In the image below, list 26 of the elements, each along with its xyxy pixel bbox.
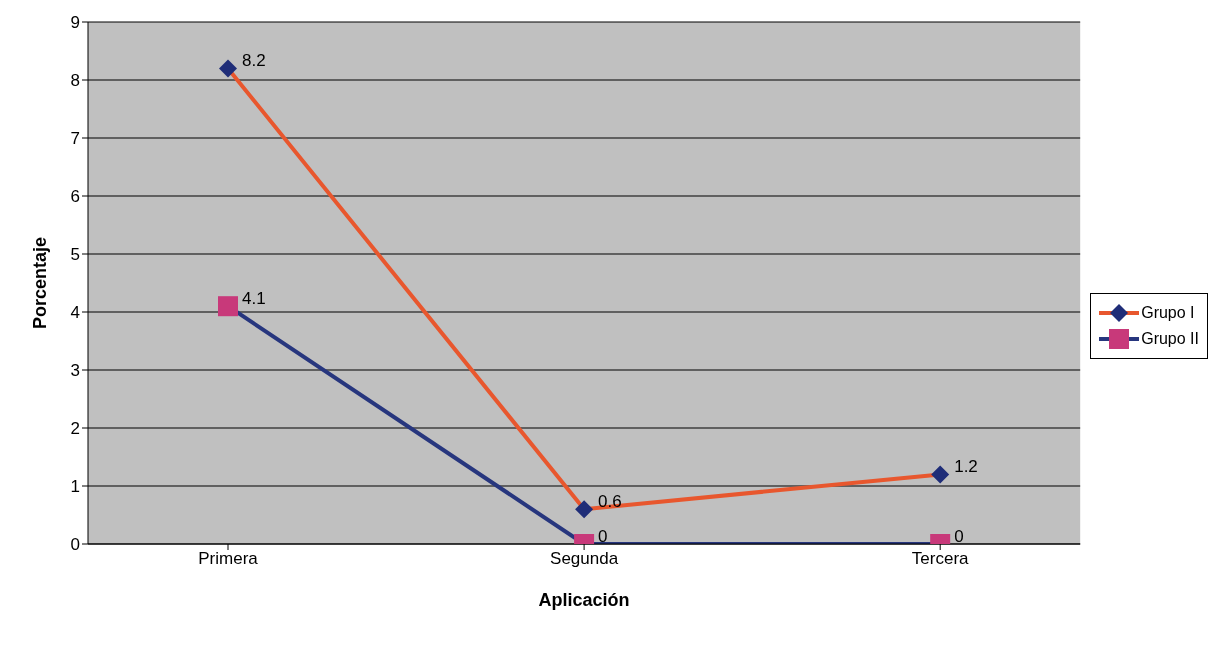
y-tick-label: 4	[70, 303, 80, 323]
y-tick-label: 9	[70, 13, 80, 33]
y-tick-label: 5	[70, 245, 80, 265]
x-tick-label: Tercera	[911, 549, 970, 569]
point	[219, 59, 237, 78]
data-label: 1.2	[954, 457, 978, 477]
data-label: 0	[954, 527, 964, 547]
y-tick-label: 8	[70, 71, 80, 91]
y-tick-label: 3	[70, 361, 80, 381]
y-axis-title: Porcentaje	[30, 236, 51, 330]
x-axis-title: Aplicación	[538, 590, 630, 610]
x-tick-label: Segunda	[550, 549, 619, 569]
data-label: 8.2	[242, 51, 266, 71]
point	[931, 465, 950, 484]
y-tick-label: 2	[70, 419, 80, 439]
y-tick-label: 0	[70, 535, 80, 555]
y-tick-label: 6	[70, 187, 80, 207]
data-label: 0	[598, 527, 608, 547]
point	[218, 296, 238, 317]
point	[575, 500, 594, 519]
legend-label: Grupo II	[1141, 330, 1199, 348]
y-tick-label: 1	[70, 477, 80, 497]
y-tick-label: 7	[70, 129, 80, 149]
legend-label: Grupo I	[1141, 304, 1195, 322]
data-label: 4.1	[242, 289, 266, 309]
x-tick-label: Primera	[198, 549, 259, 569]
